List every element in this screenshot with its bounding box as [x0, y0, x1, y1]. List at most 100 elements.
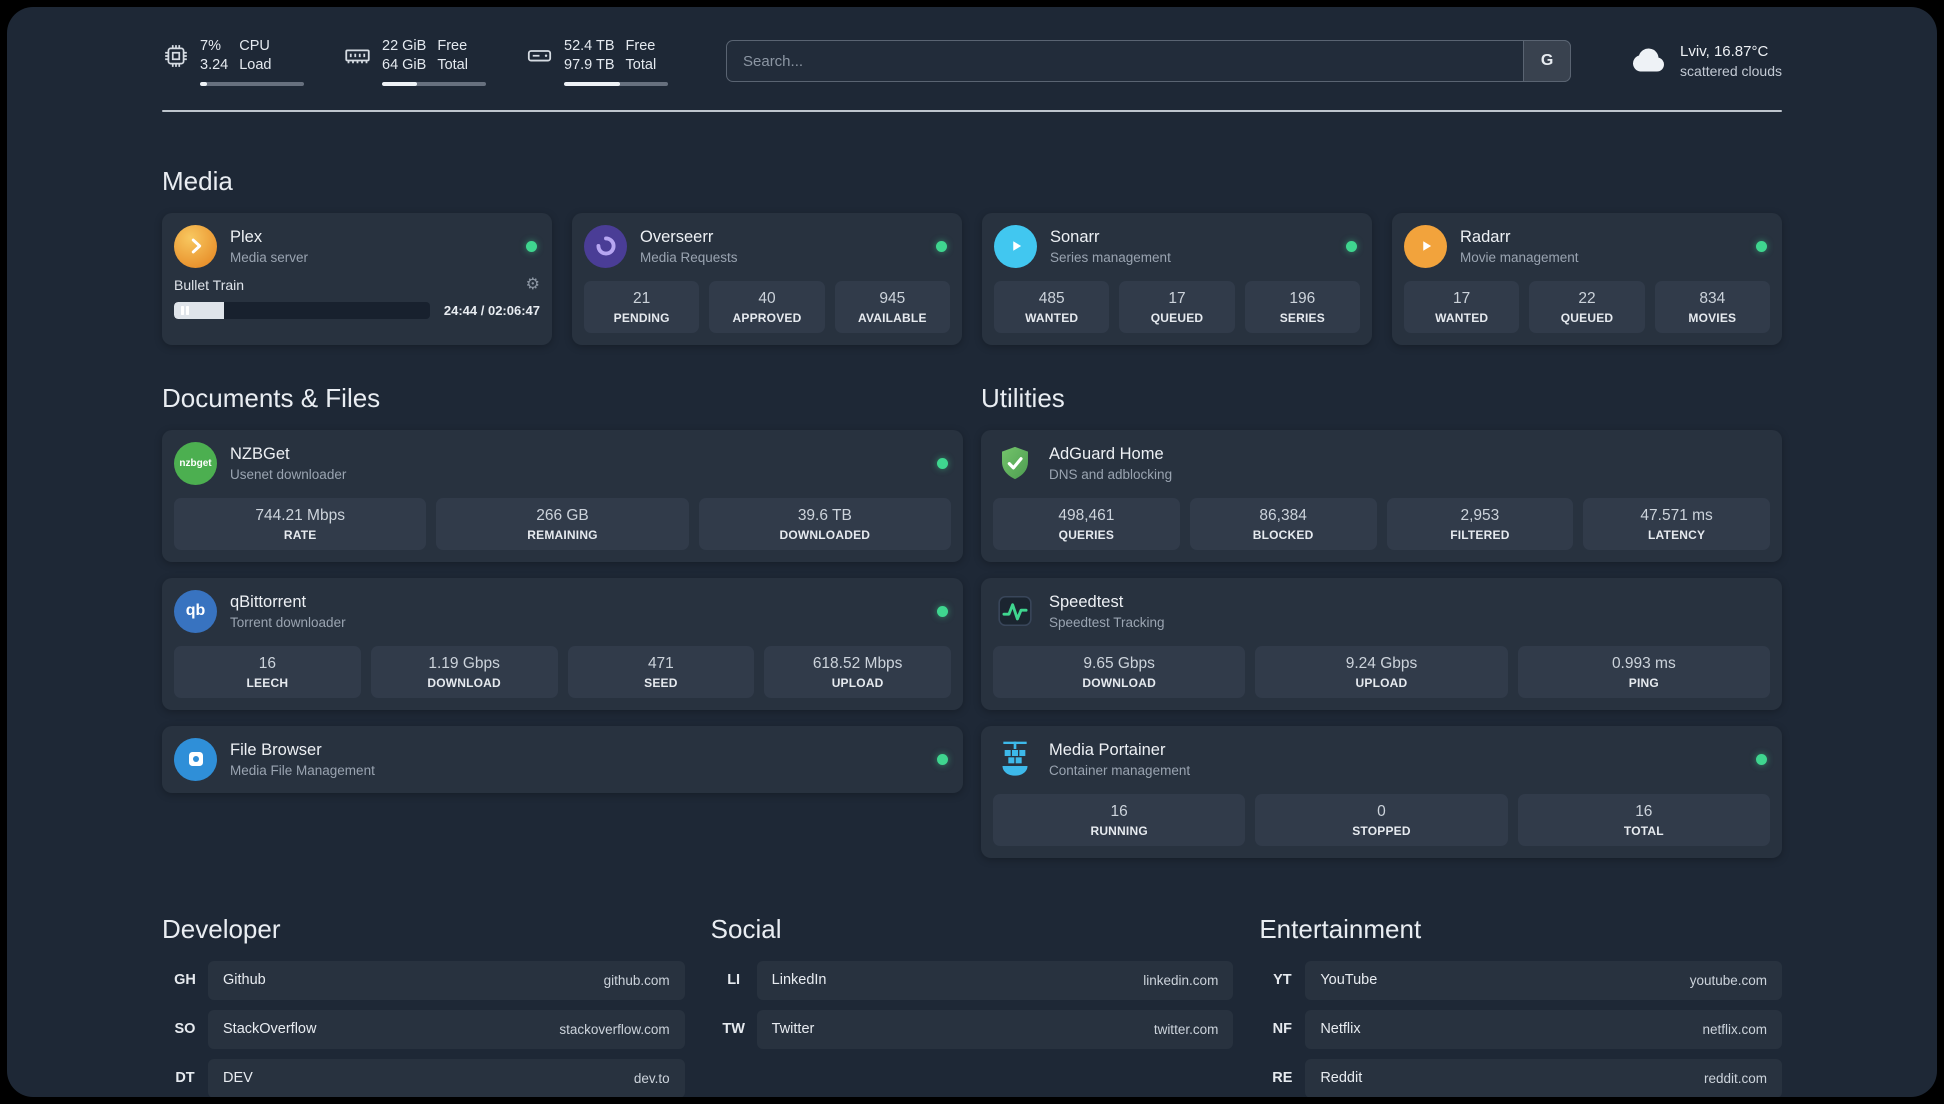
card-nzbget[interactable]: nzbget NZBGet Usenet downloader 744.21 M…: [162, 429, 963, 562]
stat-box: 17 WANTED: [1404, 280, 1520, 333]
stat-value: 1.19 Gbps: [428, 654, 500, 672]
radarr-icon: [1404, 224, 1447, 268]
bookmark-github[interactable]: GH Github github.com: [162, 960, 685, 1000]
cpu-percent: 7%: [200, 38, 221, 54]
stat-box: 9.65 Gbps DOWNLOAD: [993, 645, 1246, 698]
bookmark-reddit[interactable]: RE Reddit reddit.com: [1259, 1058, 1782, 1097]
stat-value: 196: [1289, 289, 1316, 307]
app-desc: Media File Management: [230, 762, 375, 778]
app-name: Speedtest: [1049, 592, 1124, 611]
section-title-entertainment: Entertainment: [1259, 913, 1422, 944]
card-speedtest[interactable]: Speedtest Speedtest Tracking 9.65 Gbps D…: [981, 577, 1782, 710]
bookmark-twitter[interactable]: TW Twitter twitter.com: [711, 1009, 1234, 1049]
pause-icon[interactable]: [180, 302, 190, 319]
disk-free-value: 52.4 TB: [564, 38, 615, 54]
stat-box: 471 SEED: [567, 645, 755, 698]
card-portainer[interactable]: Media Portainer Container management 16 …: [981, 725, 1782, 858]
bookmark-dev[interactable]: DT DEV dev.to: [162, 1058, 685, 1097]
stat-label: WANTED: [1435, 310, 1489, 325]
stat-label: FILTERED: [1450, 527, 1510, 542]
card-qbittorrent[interactable]: qb qBittorrent Torrent downloader 16 LEE…: [162, 577, 963, 710]
bookmark-linkedin[interactable]: LI LinkedIn linkedin.com: [711, 960, 1234, 1000]
bookmark-name: Reddit: [1320, 1070, 1363, 1087]
card-overseerr[interactable]: Overseerr Media Requests 21 PENDING 40 A…: [572, 212, 962, 345]
search-provider-button[interactable]: G: [1523, 40, 1572, 83]
sonarr-icon: [994, 224, 1037, 268]
card-sonarr[interactable]: Sonarr Series management 485 WANTED 17 Q…: [982, 212, 1372, 345]
status-dot: [1346, 240, 1357, 252]
memory-free-label: Free: [437, 38, 468, 54]
gear-icon[interactable]: ⚙: [525, 275, 540, 293]
stat-value: 498,461: [1058, 506, 1115, 524]
cpu-progress-bar: [200, 81, 304, 86]
stat-value: 40: [758, 289, 776, 307]
stat-value: 21: [633, 289, 651, 307]
playback-time: 24:44 / 02:06:47: [443, 302, 540, 318]
app-desc: Usenet downloader: [230, 466, 347, 482]
section-title-social: Social: [710, 913, 782, 944]
stat-box: 744.21 Mbps RATE: [174, 497, 427, 550]
app-name: Media Portainer: [1049, 740, 1166, 759]
bookmark-group-developer: Developer GH Github github.com SO StackO…: [162, 914, 685, 1097]
memory-total-label: Total: [437, 56, 468, 73]
bookmark-abbr: YT: [1273, 972, 1292, 989]
search-input[interactable]: [726, 40, 1572, 83]
stat-value: 485: [1038, 289, 1065, 307]
card-plex[interactable]: Plex Media server Bullet Train ⚙: [162, 212, 552, 345]
app-desc: Torrent downloader: [230, 614, 346, 630]
disk-free-label: Free: [625, 38, 656, 54]
stat-box: 86,384 BLOCKED: [1189, 497, 1377, 550]
weather-widget[interactable]: Lviv, 16.87°C scattered clouds: [1629, 42, 1782, 81]
stat-label: BLOCKED: [1252, 527, 1314, 542]
bookmark-domain: dev.to: [633, 1070, 670, 1086]
stat-box: 0.993 ms PING: [1517, 645, 1770, 698]
app-desc: Series management: [1050, 249, 1171, 265]
app-name: NZBGet: [230, 444, 290, 463]
stat-value: 16: [1110, 802, 1128, 820]
filebrowser-icon: [174, 737, 217, 781]
stat-box: 16 RUNNING: [993, 793, 1246, 846]
stat-value: 471: [647, 654, 674, 672]
card-radarr[interactable]: Radarr Movie management 17 WANTED 22 QUE…: [1392, 212, 1782, 345]
bookmark-abbr: SO: [174, 1021, 196, 1038]
bookmark-netflix[interactable]: NF Netflix netflix.com: [1259, 1009, 1782, 1049]
stat-value: 0.993 ms: [1611, 654, 1676, 672]
bookmark-stackoverflow[interactable]: SO StackOverflow stackoverflow.com: [162, 1009, 685, 1049]
stat-box: 17 QUEUED: [1119, 280, 1235, 333]
weather-location: Lviv, 16.87°C: [1680, 42, 1769, 60]
app-name: Plex: [230, 227, 263, 246]
app-desc: Media server: [230, 249, 309, 265]
app-desc: DNS and adblocking: [1049, 466, 1173, 482]
stat-label: STOPPED: [1352, 823, 1411, 838]
stat-label: UPLOAD: [1355, 675, 1408, 690]
stat-value: 945: [879, 289, 906, 307]
stat-label: DOWNLOAD: [1082, 675, 1156, 690]
qbittorrent-icon: qb: [174, 589, 217, 633]
stat-label: RUNNING: [1090, 823, 1148, 838]
card-adguard[interactable]: AdGuard Home DNS and adblocking 498,461 …: [981, 429, 1782, 562]
section-title-utilities: Utilities: [981, 382, 1065, 413]
bookmark-domain: twitter.com: [1153, 1021, 1219, 1037]
app-name: File Browser: [230, 740, 322, 759]
disk-total-value: 97.9 TB: [564, 56, 615, 73]
cpu-load-value: 3.24: [200, 56, 229, 73]
cpu-label: CPU: [239, 38, 270, 54]
stat-label: LATENCY: [1648, 527, 1706, 542]
stat-value: 47.571 ms: [1640, 506, 1713, 524]
stat-value: 17: [1168, 289, 1186, 307]
stat-box: 1.19 Gbps DOWNLOAD: [370, 645, 558, 698]
status-dot: [1756, 240, 1767, 252]
stat-label: QUEUED: [1560, 310, 1614, 325]
bookmark-domain: youtube.com: [1689, 972, 1767, 988]
bookmark-domain: netflix.com: [1702, 1021, 1767, 1037]
stat-value: 86,384: [1259, 506, 1307, 524]
playback-progress-bar[interactable]: [174, 301, 430, 319]
stat-box: 22 QUEUED: [1529, 280, 1645, 333]
stat-box: 9.24 Gbps UPLOAD: [1255, 645, 1508, 698]
bookmark-youtube[interactable]: YT YouTube youtube.com: [1259, 960, 1782, 1000]
bookmark-abbr: DT: [175, 1070, 195, 1087]
card-filebrowser[interactable]: File Browser Media File Management: [162, 725, 963, 793]
stat-label: PENDING: [613, 310, 670, 325]
stat-label: PING: [1628, 675, 1659, 690]
disk-total-label: Total: [625, 56, 657, 73]
